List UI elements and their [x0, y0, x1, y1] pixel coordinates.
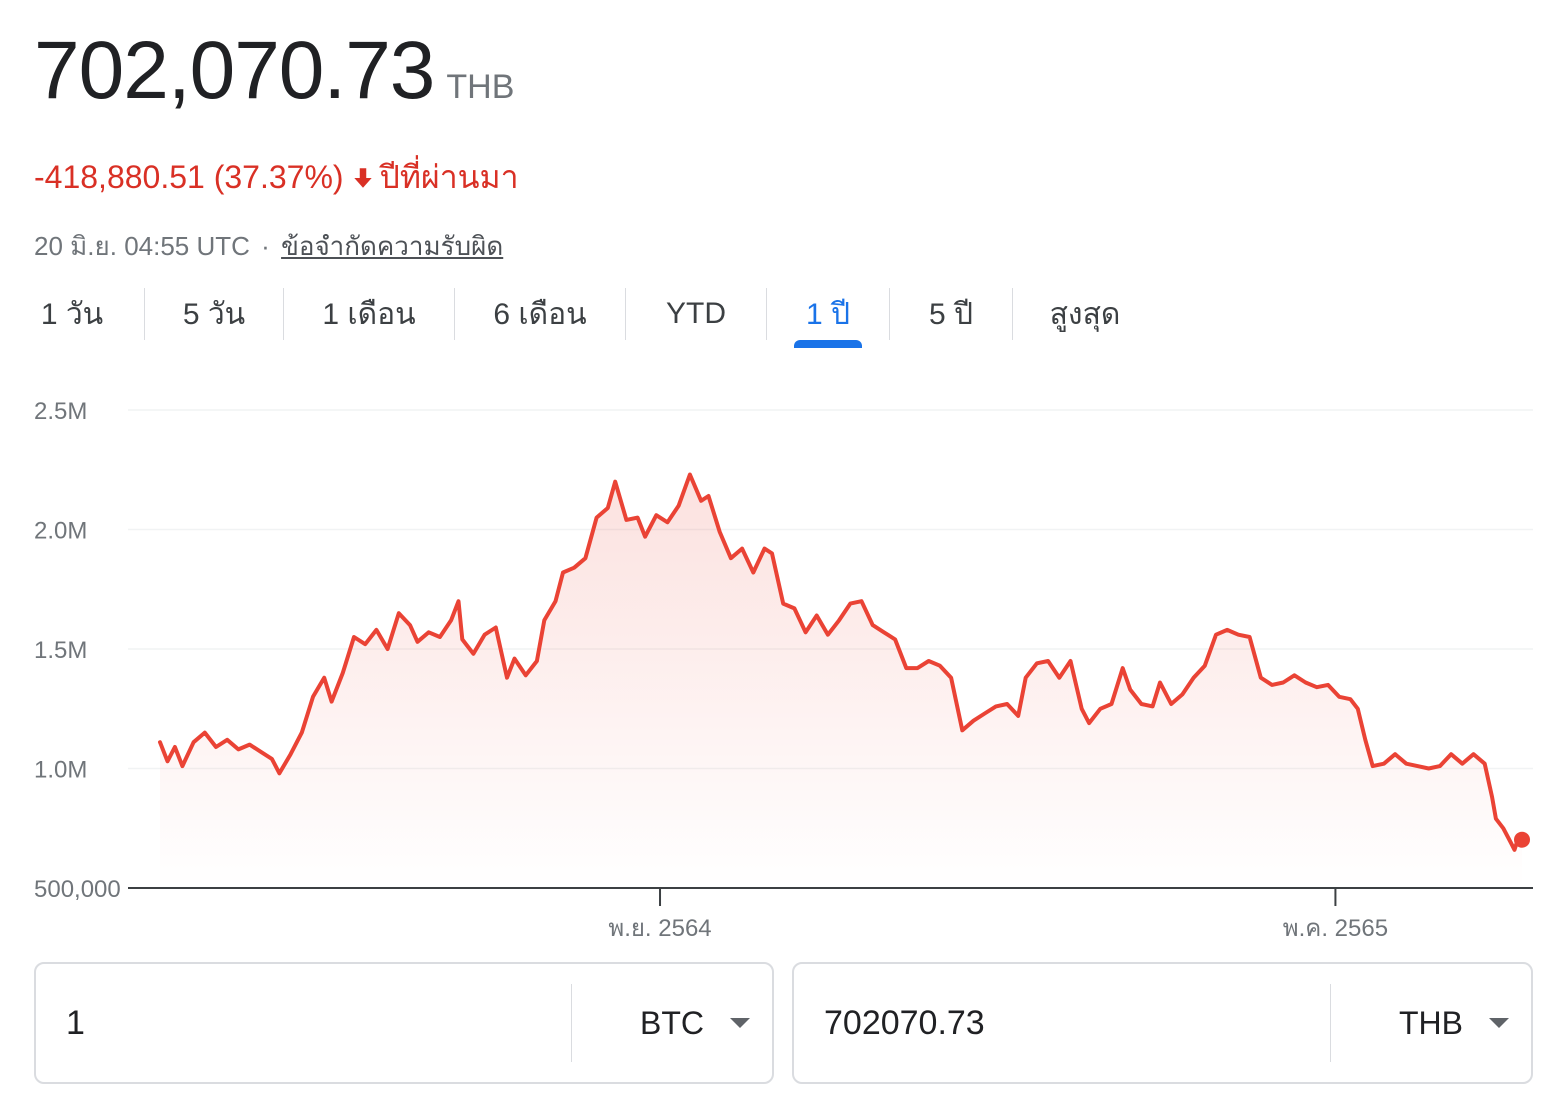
series-line	[158, 472, 1524, 852]
x-tick-label: พ.ค. 2565	[1283, 915, 1388, 940]
range-tabs: 1 วัน 5 วัน 1 เดือน 6 เดือน YTD 1 ปี 5 ป…	[0, 288, 1157, 350]
tab-divider	[454, 288, 455, 340]
separator: ·	[261, 231, 270, 261]
tab-label: สูงสุด	[1049, 297, 1121, 331]
y-tick-label: 2.0M	[34, 518, 87, 545]
series	[158, 472, 1530, 888]
timestamp: 20 มิ.ย. 04:55 UTC	[34, 231, 250, 261]
price-change: -418,880.51 (37.37%) ปีที่ผ่านมา	[34, 152, 519, 203]
disclaimer-link[interactable]: ข้อจำกัดความรับผิด	[281, 231, 504, 261]
divider	[571, 984, 572, 1062]
from-converter: 1 BTC	[34, 962, 774, 1084]
x-tick-label: พ.ย. 2564	[608, 915, 711, 940]
tab-5-years[interactable]: 5 ปี	[890, 288, 1012, 340]
from-amount-input[interactable]: 1	[66, 1003, 85, 1042]
tab-divider	[766, 288, 767, 340]
tab-label: 1 เดือน	[322, 297, 416, 331]
tab-1-day[interactable]: 1 วัน	[0, 288, 144, 340]
current-price: 702,070.73	[34, 25, 435, 116]
tab-label: 1 วัน	[40, 297, 104, 331]
tab-divider	[1012, 288, 1013, 340]
to-converter: 702070.73 THB	[792, 962, 1533, 1084]
to-currency-label: THB	[1399, 1004, 1463, 1041]
tab-divider	[283, 288, 284, 340]
divider	[1330, 984, 1331, 1062]
active-tab-indicator	[794, 340, 862, 348]
timestamp-row: 20 มิ.ย. 04:55 UTC · ข้อจำกัดความรับผิด	[34, 226, 503, 267]
y-tick-label: 1.0M	[34, 757, 87, 784]
to-currency-select[interactable]: THB	[1331, 1005, 1531, 1042]
y-tick-label: 500,000	[34, 876, 121, 903]
dropdown-caret-icon	[730, 1018, 750, 1028]
y-tick-label: 1.5M	[34, 637, 87, 664]
tab-label: 5 วัน	[182, 297, 246, 331]
tab-1-month[interactable]: 1 เดือน	[284, 288, 454, 340]
tab-label: 1 ปี	[805, 297, 851, 331]
axes: 2.5M 2.0M 1.5M 1.0M 500,000 พ.ย. 2564 พ.ค. 256…	[34, 398, 1533, 940]
from-currency-select[interactable]: BTC	[572, 1005, 772, 1042]
to-amount-input[interactable]: 702070.73	[824, 1003, 985, 1042]
tab-label: 5 ปี	[928, 297, 974, 331]
current-point-marker	[1514, 831, 1530, 848]
tab-divider	[625, 288, 626, 340]
price-chart[interactable]: 2.5M 2.0M 1.5M 1.0M 500,000 พ.ย. 2564 พ.ค. 256…	[0, 380, 1552, 940]
tab-label: 6 เดือน	[493, 297, 587, 331]
tab-divider	[889, 288, 890, 340]
price-header: 702,070.73 THB	[34, 30, 514, 112]
change-period: ปีที่ผ่านมา	[379, 159, 519, 195]
tab-divider	[144, 288, 145, 340]
dropdown-caret-icon	[1489, 1018, 1509, 1028]
tab-1-year[interactable]: 1 ปี	[767, 288, 889, 348]
series-area	[160, 474, 1522, 888]
y-tick-label: 2.5M	[34, 398, 87, 425]
tab-6-months[interactable]: 6 เดือน	[455, 288, 625, 340]
arrow-down-icon	[353, 167, 372, 188]
tab-max[interactable]: สูงสุด	[1013, 288, 1157, 340]
change-value: -418,880.51 (37.37%)	[34, 159, 344, 195]
tab-5-days[interactable]: 5 วัน	[145, 288, 283, 340]
from-currency-label: BTC	[640, 1004, 704, 1041]
price-currency: THB	[446, 68, 515, 106]
tab-label: YTD	[666, 297, 726, 330]
tab-ytd[interactable]: YTD	[626, 288, 766, 340]
